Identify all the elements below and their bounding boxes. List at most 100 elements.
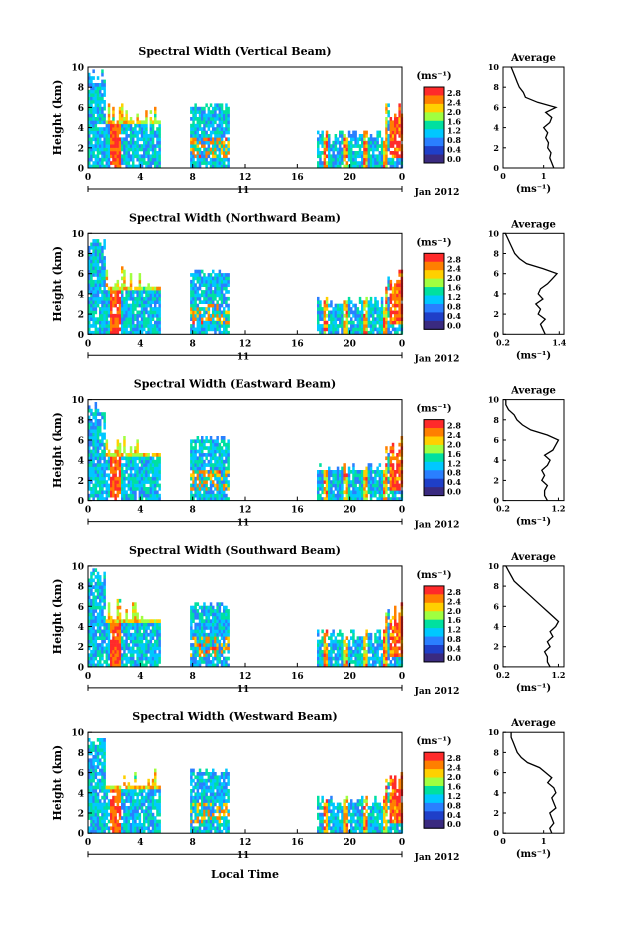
heatmap-cell: [145, 646, 148, 651]
heatmap-cell: [389, 137, 393, 142]
heatmap-cell: [114, 483, 117, 488]
heatmap-cell: [339, 646, 342, 651]
heatmap-cell: [369, 310, 373, 315]
heatmap-cell: [334, 324, 338, 328]
heatmap-cell: [118, 459, 122, 464]
heatmap-cell: [198, 137, 202, 142]
heatmap-cell: [94, 432, 98, 437]
heatmap-cell: [149, 497, 153, 501]
heatmap-cell: [325, 130, 329, 135]
heatmap-cell: [99, 470, 102, 474]
heatmap-cell: [196, 632, 200, 637]
heatmap-cell: [149, 161, 153, 165]
heatmap-cell: [336, 317, 340, 321]
heatmap-cell: [129, 626, 133, 630]
heatmap-cell: [132, 151, 135, 155]
heatmap-cell: [90, 259, 93, 264]
heatmap-cell: [88, 639, 91, 644]
heatmap-cell: [214, 290, 217, 294]
heatmap-cell: [90, 164, 93, 169]
heatmap-cell: [138, 137, 142, 142]
heatmap-cell: [190, 609, 193, 613]
heatmap-cell: [103, 106, 106, 111]
heatmap-cell: [220, 157, 224, 162]
heatmap-cell: [214, 459, 217, 464]
heatmap-cell: [212, 106, 215, 111]
heatmap-cell: [121, 470, 124, 474]
heatmap-cell: [149, 286, 153, 291]
heatmap-cell: [134, 317, 137, 321]
heatmap-cell: [225, 456, 228, 461]
heatmap-cell: [110, 615, 113, 620]
heatmap-cell: [110, 466, 113, 471]
heatmap-cell: [125, 144, 128, 148]
heatmap-cell: [114, 144, 117, 148]
heatmap-cell: [88, 470, 91, 474]
heatmap-cell: [151, 643, 155, 647]
heatmap-cell: [156, 626, 159, 630]
heatmap-cell: [132, 130, 135, 135]
heatmap-cell: [203, 324, 206, 328]
heatmap-cell: [398, 300, 401, 304]
day-label: 11: [237, 186, 250, 196]
heatmap-cell: [105, 310, 109, 315]
heatmap-cell: [110, 317, 113, 321]
heatmap-cell: [90, 245, 93, 250]
heatmap-cell: [198, 157, 202, 162]
heatmap-cell: [129, 154, 133, 159]
heatmap-cell: [350, 483, 353, 488]
heatmap-cell: [118, 605, 122, 610]
heatmap-cell: [105, 324, 109, 328]
heatmap-cell: [201, 643, 204, 647]
heatmap-cell: [136, 313, 139, 318]
heatmap-cell: [354, 480, 357, 484]
heatmap-cell: [207, 619, 211, 623]
heatmap-cell: [116, 313, 120, 318]
heatmap-cell: [354, 653, 357, 657]
heatmap-cell: [214, 320, 217, 325]
heatmap-cell: [372, 663, 375, 668]
heatmap-cell: [94, 585, 98, 589]
heatmap-cell: [317, 144, 320, 148]
heatmap-cell: [380, 317, 384, 321]
heatmap-cell: [136, 656, 139, 661]
heatmap-cell: [107, 449, 111, 454]
heatmap-cell: [358, 310, 362, 315]
heatmap-cell: [209, 130, 213, 135]
heatmap-cell: [147, 649, 150, 654]
heatmap-cell: [96, 157, 100, 162]
heatmap-cell: [118, 290, 122, 294]
heatmap-cell: [205, 157, 208, 162]
heatmap-cell: [94, 632, 98, 637]
heatmap-cell: [389, 144, 393, 148]
heatmap-cell: [151, 290, 155, 294]
heatmap-cell: [387, 463, 390, 467]
heatmap-cell: [376, 307, 379, 311]
heatmap-cell: [358, 476, 362, 481]
heatmap-cell: [325, 147, 329, 152]
heatmap-cell: [118, 626, 122, 630]
heatmap-cell: [123, 269, 126, 274]
heatmap-cell: [225, 320, 228, 325]
heatmap-cell: [334, 653, 338, 657]
heatmap-cell: [190, 490, 193, 495]
heatmap-cell: [190, 449, 193, 454]
heatmap-cell: [328, 663, 331, 668]
heatmap-cell: [103, 83, 106, 87]
heatmap-cell: [114, 303, 117, 308]
heatmap-cell: [225, 120, 228, 125]
heatmap-cell: [121, 110, 124, 114]
heatmap-cell: [325, 663, 329, 668]
heatmap-cell: [347, 134, 351, 138]
heatmap-cell: [92, 497, 95, 501]
heatmap-cell: [138, 626, 142, 630]
heatmap-cell: [363, 643, 366, 647]
heatmap-cell: [369, 663, 373, 668]
heatmap-cell: [194, 626, 197, 630]
heatmap-cell: [90, 154, 93, 159]
panel-title: Spectral Width (Northward Beam): [129, 211, 341, 224]
heatmap-cell: [209, 446, 213, 450]
heatmap-cell: [92, 266, 95, 270]
heatmap-cell: [192, 473, 195, 478]
heatmap-cell: [367, 660, 371, 664]
